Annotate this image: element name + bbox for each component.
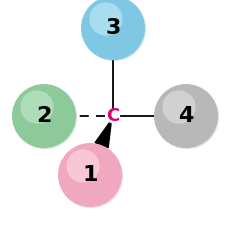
- Text: 2: 2: [36, 106, 52, 126]
- Circle shape: [82, 0, 145, 61]
- Text: C: C: [106, 107, 119, 125]
- Circle shape: [153, 84, 217, 148]
- Text: 1: 1: [82, 165, 97, 185]
- Text: 4: 4: [178, 106, 193, 126]
- Circle shape: [58, 143, 122, 207]
- Circle shape: [59, 144, 122, 208]
- Circle shape: [20, 90, 53, 124]
- Circle shape: [13, 85, 77, 149]
- Circle shape: [154, 85, 218, 149]
- Circle shape: [89, 2, 122, 36]
- Circle shape: [66, 149, 99, 183]
- Circle shape: [162, 90, 195, 124]
- Text: 3: 3: [105, 18, 120, 38]
- Circle shape: [12, 84, 76, 148]
- Circle shape: [81, 0, 144, 60]
- Polygon shape: [95, 123, 110, 148]
